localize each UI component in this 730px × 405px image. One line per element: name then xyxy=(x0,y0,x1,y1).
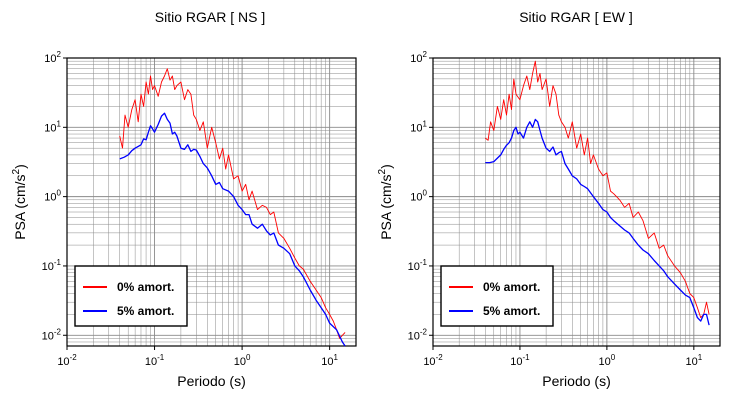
y-tick-base: 10 xyxy=(410,192,422,204)
y-tick-base: 10 xyxy=(44,53,56,65)
x-tick-exponent: 1 xyxy=(698,353,703,362)
x-tick-label: 100 xyxy=(234,353,251,368)
x-tick-exponent: 0 xyxy=(246,353,251,362)
series-line-2 xyxy=(485,118,710,326)
legend: 0% amort. 5% amort. xyxy=(74,265,188,327)
x-tick-label: 10-1 xyxy=(145,353,165,368)
x-tick-label: 10-2 xyxy=(57,353,77,368)
y-tick-exponent: 2 xyxy=(57,50,62,59)
y-tick-base: 10 xyxy=(44,192,56,204)
legend-label-2: 5% amort. xyxy=(483,304,540,318)
chart-title: Sitio RGAR [ EW ] xyxy=(519,9,633,25)
y-tick-base: 10 xyxy=(42,330,54,342)
legend: 0% amort. 5% amort. xyxy=(440,265,554,327)
legend-box xyxy=(74,265,188,327)
y-tick-exponent: 0 xyxy=(57,189,62,198)
x-tick-base: 10 xyxy=(423,356,435,368)
y-tick-base: 10 xyxy=(42,261,54,273)
x-tick-base: 10 xyxy=(57,356,69,368)
x-tick-label: 101 xyxy=(321,353,338,368)
y-tick-label: 100 xyxy=(44,189,61,204)
legend-box xyxy=(440,265,554,327)
y-tick-label: 100 xyxy=(410,189,427,204)
plot-frame xyxy=(66,57,357,347)
y-tick-label: 10-1 xyxy=(408,258,428,273)
x-tick-label: 10-1 xyxy=(510,353,530,368)
chart-panel-1: Sitio RGAR [ NS ]10-2 10-1 100 10110-210-11… xyxy=(11,9,357,389)
legend-label-1: 0% amort. xyxy=(483,280,540,294)
y-tick-base: 10 xyxy=(408,261,420,273)
series-line-2 xyxy=(119,112,346,347)
legend-label-2: 5% amort. xyxy=(117,304,174,318)
y-axis-label: PSA (cm/s2) xyxy=(11,164,28,240)
plot-frame xyxy=(432,57,721,347)
y-tick-label: 10-2 xyxy=(408,327,428,342)
x-tick-base: 10 xyxy=(685,356,697,368)
x-tick-label: 100 xyxy=(599,353,616,368)
y-tick-base: 10 xyxy=(410,53,422,65)
x-axis-label: Periodo (s) xyxy=(177,373,245,389)
y-tick-exponent: 1 xyxy=(423,119,428,128)
y-tick-exponent: 2 xyxy=(423,50,428,59)
y-axis-label-base: PSA (cm/s xyxy=(12,174,28,239)
y-tick-exponent: -2 xyxy=(54,327,62,336)
y-tick-exponent: -2 xyxy=(420,327,428,336)
x-tick-base: 10 xyxy=(599,356,611,368)
y-tick-label: 10-1 xyxy=(42,258,62,273)
x-tick-base: 10 xyxy=(510,356,522,368)
x-tick-exponent: -1 xyxy=(157,353,165,362)
series-line-1 xyxy=(119,68,346,339)
y-tick-label: 10-2 xyxy=(42,327,62,342)
x-tick-label: 101 xyxy=(685,353,702,368)
x-tick-exponent: 1 xyxy=(334,353,339,362)
series-line-1 xyxy=(485,60,710,319)
y-tick-exponent: 1 xyxy=(57,119,62,128)
y-axis-label-base: PSA (cm/s xyxy=(378,174,394,239)
y-axis-label-exponent: 2 xyxy=(377,168,388,174)
x-tick-label: 10-2 xyxy=(423,353,443,368)
y-axis-label-tail: ) xyxy=(378,164,394,169)
y-tick-label: 102 xyxy=(410,50,427,65)
chart-panel-2: Sitio RGAR [ EW ]10-2 10-1 100 10110-210-11… xyxy=(377,9,721,389)
y-tick-exponent: -1 xyxy=(54,258,62,267)
legend-label-1: 0% amort. xyxy=(117,280,174,294)
y-axis-label-exponent: 2 xyxy=(11,168,22,174)
x-tick-exponent: -2 xyxy=(436,353,444,362)
y-tick-exponent: 0 xyxy=(423,189,428,198)
x-tick-exponent: 0 xyxy=(611,353,616,362)
y-axis-label: PSA (cm/s2) xyxy=(377,164,394,240)
y-tick-base: 10 xyxy=(410,122,422,134)
x-tick-exponent: -1 xyxy=(523,353,531,362)
x-tick-exponent: -2 xyxy=(70,353,78,362)
y-tick-base: 10 xyxy=(44,122,56,134)
y-tick-exponent: -1 xyxy=(420,258,428,267)
x-axis-label: Periodo (s) xyxy=(542,373,610,389)
x-tick-base: 10 xyxy=(145,356,157,368)
x-tick-base: 10 xyxy=(234,356,246,368)
y-tick-base: 10 xyxy=(408,330,420,342)
chart-title: Sitio RGAR [ NS ] xyxy=(155,9,265,25)
y-axis-label-tail: ) xyxy=(12,164,28,169)
y-tick-label: 101 xyxy=(44,119,61,134)
y-tick-label: 101 xyxy=(410,119,427,134)
y-tick-label: 102 xyxy=(44,50,61,65)
x-tick-base: 10 xyxy=(321,356,333,368)
